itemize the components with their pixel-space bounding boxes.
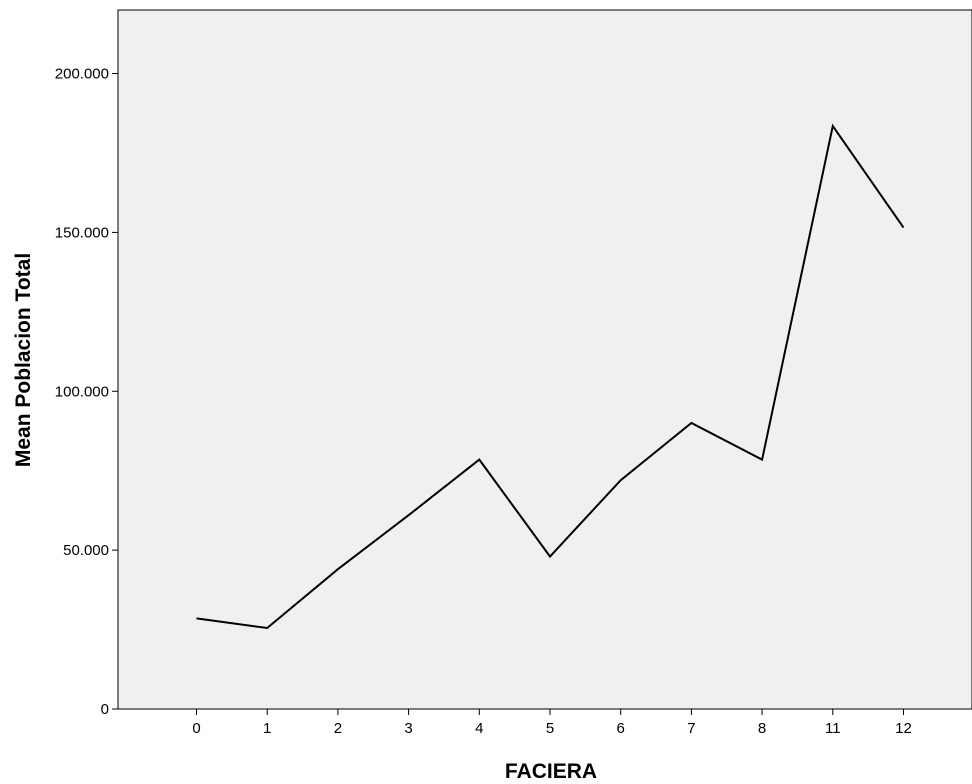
x-tick-label: 5	[546, 720, 554, 737]
x-tick-label: 0	[192, 720, 200, 737]
data-point	[337, 568, 339, 570]
plot-area	[117, 9, 972, 710]
data-point	[266, 627, 268, 629]
data-point	[549, 555, 551, 557]
x-tick-label: 4	[475, 720, 483, 737]
y-tick-label: 150.000	[55, 224, 109, 241]
x-tick-label: 6	[617, 720, 625, 737]
x-axis: 0 1 2 3 4 5 6 7 8 11 12	[192, 709, 912, 737]
data-point	[196, 617, 198, 619]
data-point	[761, 459, 763, 461]
data-point	[903, 227, 905, 229]
series-line	[196, 123, 905, 630]
x-tick-label: 8	[758, 720, 766, 737]
y-tick-label: 0	[101, 701, 109, 718]
y-tick-label: 50.000	[63, 542, 109, 559]
x-tick-label: 2	[334, 720, 342, 737]
data-point	[690, 422, 692, 424]
x-axis-title: FACIERA	[505, 760, 597, 783]
y-tick-label: 200.000	[55, 66, 109, 83]
x-tick-label: 1	[263, 720, 271, 737]
x-tick-label: 3	[404, 720, 412, 737]
data-point	[832, 125, 834, 127]
y-axis: 0 50.000 100.000 150.000 200.000	[55, 66, 118, 718]
data-point	[620, 479, 622, 481]
y-tick-label: 100.000	[55, 383, 109, 400]
data-point	[478, 459, 480, 461]
x-tick-label: 12	[895, 720, 912, 737]
y-axis-title: Mean Poblacion Total	[12, 253, 35, 467]
x-tick-label: 11	[825, 720, 841, 737]
data-point	[408, 514, 410, 516]
x-tick-label: 7	[687, 720, 695, 737]
